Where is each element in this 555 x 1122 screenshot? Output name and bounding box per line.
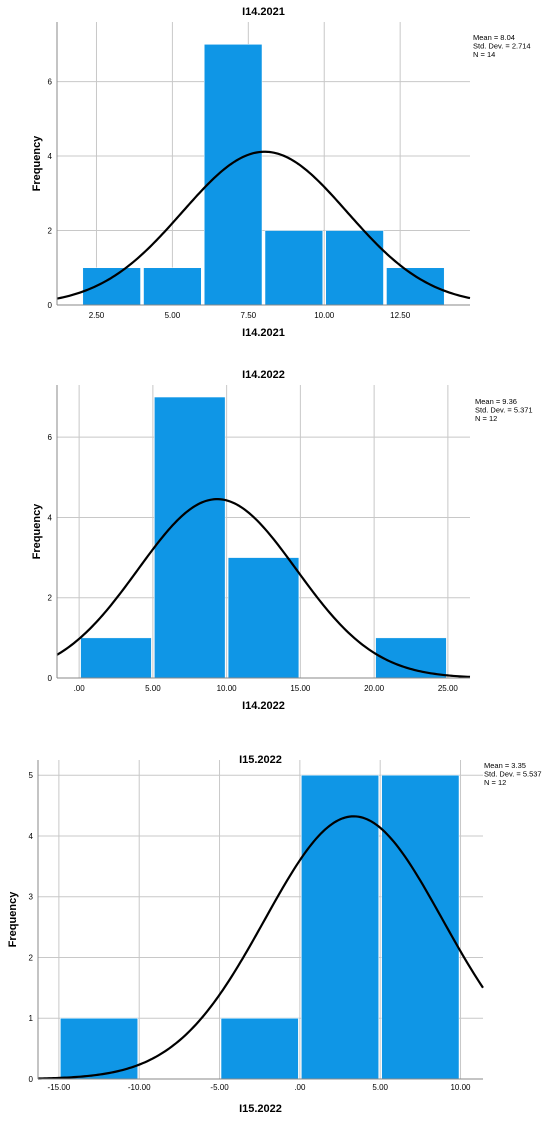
x-tick-label: 12.50 — [390, 311, 411, 320]
y-tick-label: 4 — [48, 513, 53, 522]
stats-line: Std. Dev. = 2.714 — [473, 42, 531, 51]
x-tick-label: 10.00 — [217, 684, 238, 693]
x-tick-label: 2.50 — [89, 311, 105, 320]
x-axis-label: I15.2022 — [239, 1103, 282, 1115]
y-tick-label: 6 — [48, 78, 53, 87]
histogram-bar-3 — [204, 44, 263, 306]
x-tick-label: 5.00 — [145, 684, 161, 693]
x-tick-label: -10.00 — [128, 1083, 151, 1092]
y-tick-label: 0 — [29, 1075, 34, 1084]
x-tick-label: 5.00 — [372, 1083, 388, 1092]
y-tick-label: 4 — [48, 152, 53, 161]
x-tick-label: 7.50 — [241, 311, 257, 320]
x-tick-label: 25.00 — [438, 684, 459, 693]
normal-curve — [56, 498, 471, 678]
x-tick-label: .00 — [294, 1083, 306, 1092]
stats-line: N = 12 — [484, 778, 506, 787]
plot-area — [57, 22, 470, 305]
histogram-bar-4 — [301, 774, 379, 1080]
x-tick-label: 10.00 — [450, 1083, 471, 1092]
stats-line: Mean = 9.36 — [475, 397, 517, 406]
histogram-bar-1 — [80, 637, 152, 679]
x-axis-label: I14.2022 — [242, 700, 285, 712]
stats-line: Std. Dev. = 5.537 — [484, 770, 542, 779]
normal-curve — [37, 815, 484, 1080]
y-axis-label: Frequency — [31, 503, 43, 560]
chart-title: I14.2022 — [242, 369, 285, 381]
y-tick-label: 3 — [29, 893, 34, 902]
histogram-bar-2 — [154, 396, 226, 679]
histogram-bar-5 — [375, 637, 447, 679]
histogram-bar-5 — [325, 230, 384, 306]
stats-line: Mean = 8.04 — [473, 33, 515, 42]
stats-line: Std. Dev. = 5.371 — [475, 406, 533, 415]
x-tick-label: 20.00 — [364, 684, 385, 693]
histogram-bar-4 — [264, 230, 323, 306]
x-tick-label: -15.00 — [48, 1083, 71, 1092]
x-tick-label: 10.00 — [314, 311, 335, 320]
y-tick-label: 2 — [48, 594, 53, 603]
y-tick-label: 2 — [29, 953, 34, 962]
histogram-chart-1: 2.50 5.00 7.50 10.00 12.50 0 2 4 6 I14.2021 I14.20… — [31, 6, 531, 339]
chart-title: I14.2021 — [242, 6, 285, 18]
x-tick-label: 15.00 — [290, 684, 311, 693]
y-tick-label: 2 — [48, 227, 53, 236]
y-tick-label: 6 — [48, 433, 53, 442]
y-tick-label: 1 — [29, 1014, 34, 1023]
histogram-bar-3 — [227, 557, 300, 679]
y-tick-label: 0 — [48, 674, 53, 683]
histogram-bar-1 — [82, 267, 141, 306]
stats-line: N = 12 — [475, 414, 497, 423]
histogram-bar-3 — [220, 1017, 299, 1080]
histogram-bar-2 — [143, 267, 202, 306]
stats-line: N = 14 — [473, 50, 495, 59]
histogram-chart-2: .00 5.00 10.00 15.00 20.00 25.00 0 2 4 6 I14.2022 I… — [31, 369, 533, 712]
normal-curve — [56, 150, 471, 300]
y-tick-label: 5 — [29, 771, 34, 780]
histogram-chart-3: -15.00 -10.00 -5.00 .00 5.00 10.00 0 1 2 3 4 5 I15.2… — [7, 754, 542, 1115]
y-axis-label: Frequency — [31, 135, 43, 192]
y-tick-label: 0 — [48, 301, 53, 310]
x-tick-label: 5.00 — [165, 311, 181, 320]
y-tick-label: 4 — [29, 832, 34, 841]
x-tick-label: -5.00 — [210, 1083, 229, 1092]
chart-title: I15.2022 — [239, 754, 282, 766]
x-tick-label: .00 — [74, 684, 86, 693]
stats-line: Mean = 3.35 — [484, 761, 526, 770]
x-axis-label: I14.2021 — [242, 327, 285, 339]
y-axis-label: Frequency — [7, 891, 19, 948]
